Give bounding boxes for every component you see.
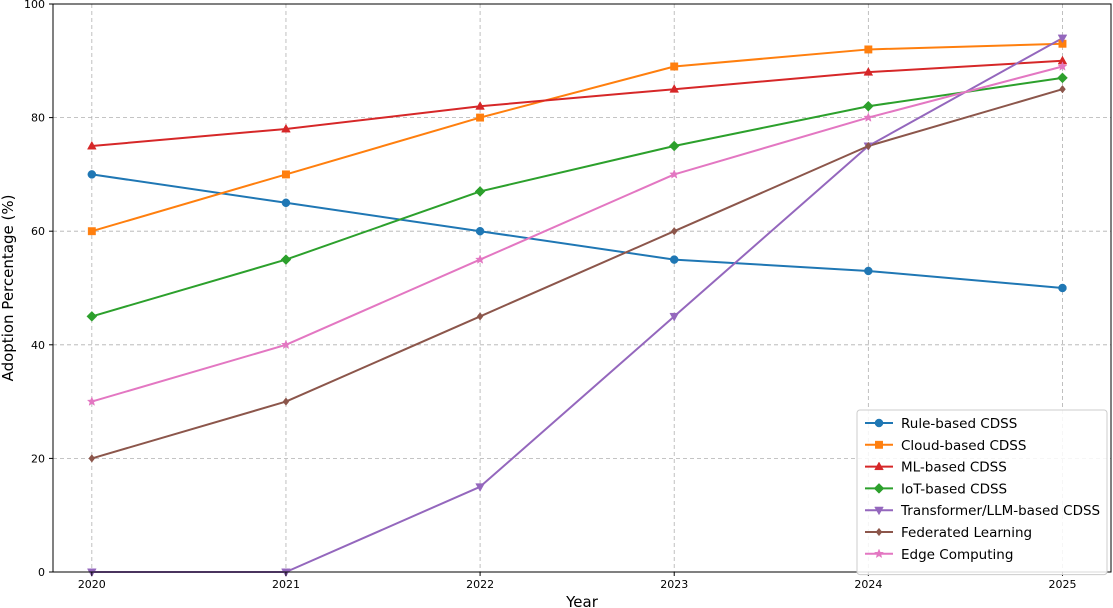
data-point (862, 100, 874, 112)
data-point (1059, 84, 1066, 94)
data-point (87, 227, 96, 236)
y-axis-title: Adoption Percentage (%) (0, 195, 17, 382)
x-tick-label: 2023 (660, 578, 688, 591)
data-point (668, 140, 680, 152)
legend-swatch-marker (875, 440, 883, 449)
x-axis-title: Year (565, 593, 599, 608)
x-tick-label: 2024 (854, 578, 882, 591)
legend-box (856, 409, 1108, 576)
legend-label: Rule-based CDSS (901, 416, 1017, 432)
data-point (282, 170, 290, 179)
legend-label: Cloud-based CDSS (901, 438, 1026, 454)
y-tick-label: 100 (24, 0, 45, 11)
data-point (670, 226, 678, 236)
legend-label: Federated Learning (901, 525, 1032, 541)
plot-frame (52, 3, 1112, 573)
data-point (669, 84, 680, 93)
y-tick-label: 20 (31, 452, 45, 465)
data-point (1058, 283, 1067, 293)
data-point (863, 112, 874, 122)
data-point (475, 483, 485, 492)
series-points (87, 55, 1068, 150)
y-tick-label: 40 (31, 339, 45, 352)
y-tick-label: 0 (38, 566, 45, 579)
data-point (476, 113, 485, 122)
data-point (669, 169, 680, 179)
legend: Rule-based CDSS Cloud-based CDSS ML-based … (856, 409, 1108, 576)
data-point (669, 312, 680, 322)
data-point (1057, 34, 1068, 44)
series-line (91, 88, 1063, 460)
legend-label: Edge Computing (901, 547, 1013, 563)
x-tick-label: 2020 (78, 578, 106, 591)
legend-item: Cloud-based CDSS (865, 438, 1026, 454)
legend-swatch-marker (874, 506, 884, 516)
x-tick-label: 2025 (1048, 578, 1076, 591)
series-points (87, 170, 1067, 293)
series-line (91, 42, 1063, 233)
data-point (670, 62, 679, 71)
legend-swatch-marker (874, 418, 884, 428)
data-point (669, 255, 679, 264)
data-point (475, 101, 485, 110)
data-point (86, 396, 97, 406)
axis-ticks: 2020 2021 2022 2023 2024 2025 0 20 40 60 80 100 (24, 0, 1076, 591)
legend-swatch-marker (875, 527, 883, 537)
series-markers (86, 34, 1068, 578)
series-points (88, 84, 1066, 463)
data-point (475, 254, 486, 264)
legend-label: IoT-based CDSS (901, 481, 1007, 497)
series-line (91, 173, 1063, 289)
legend-label: ML-based CDSS (901, 460, 1007, 476)
data-point (864, 266, 873, 276)
series-line (91, 76, 1063, 318)
series-points (87, 39, 1067, 236)
data-point (476, 312, 484, 321)
legend-item: Transformer/LLM-based CDSS (865, 503, 1100, 519)
series-points (86, 72, 1068, 322)
data-point (282, 397, 290, 406)
x-tick-label: 2022 (466, 578, 494, 591)
data-point (86, 311, 98, 322)
legend-item: Rule-based CDSS (865, 416, 1017, 432)
legend-item: Edge Computing (865, 547, 1013, 563)
data-point (475, 226, 485, 236)
data-point (474, 186, 486, 197)
data-point (863, 67, 874, 76)
data-point (281, 198, 291, 208)
legend-item: Federated Learning (865, 525, 1032, 541)
data-point (1057, 72, 1068, 84)
data-point (280, 254, 292, 265)
data-point (1057, 61, 1068, 71)
legend-item: IoT-based CDSS (865, 481, 1007, 497)
data-point (87, 170, 97, 179)
data-point (281, 123, 291, 133)
legend-item: ML-based CDSS (865, 460, 1007, 476)
series-line (91, 65, 1063, 403)
y-tick-label: 60 (31, 225, 45, 238)
data-point (87, 140, 97, 150)
data-point (280, 339, 291, 350)
legend-swatch-marker (874, 461, 884, 471)
series-line (91, 59, 1063, 147)
y-tick-label: 80 (31, 112, 45, 125)
legend-swatch-marker (873, 483, 885, 494)
data-point (865, 141, 872, 151)
legend-label: Transformer/LLM-based CDSS (900, 503, 1100, 519)
data-point (864, 45, 873, 54)
data-point (88, 454, 96, 463)
legend-swatch-marker (873, 548, 885, 559)
x-tick-label: 2021 (272, 578, 300, 591)
series-points (86, 61, 1068, 406)
series-lines (91, 37, 1063, 573)
